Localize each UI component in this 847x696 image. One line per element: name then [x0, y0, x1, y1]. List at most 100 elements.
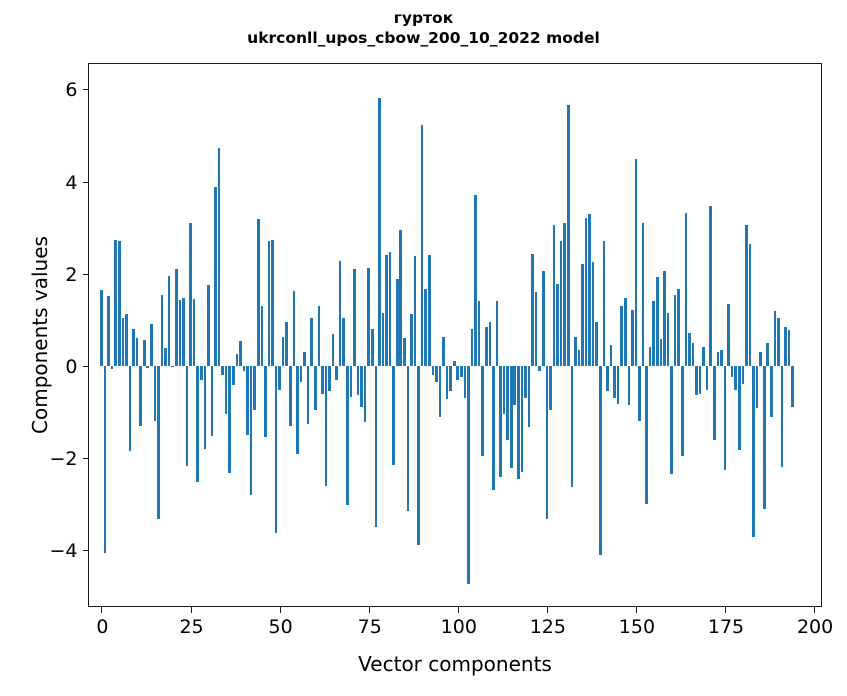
bar — [656, 277, 659, 366]
x-tick: 50 — [269, 606, 293, 638]
bar — [249, 365, 253, 496]
x-tick: 0 — [96, 606, 109, 638]
x-tick: 100 — [441, 606, 477, 638]
bar — [117, 241, 121, 366]
bar — [474, 195, 477, 366]
bar — [385, 255, 388, 366]
bar — [235, 354, 239, 366]
bar — [217, 147, 221, 366]
bar — [499, 365, 502, 477]
bar — [784, 326, 787, 366]
bar — [691, 342, 695, 366]
bar — [574, 337, 577, 366]
x-tick-label: 150 — [618, 616, 656, 638]
bar — [752, 365, 755, 537]
bar — [438, 365, 442, 417]
bar — [349, 365, 353, 398]
bar — [517, 365, 520, 479]
chart-title: гурток ukrconll_upos_cbow_200_10_2022 mo… — [0, 8, 847, 48]
y-tick-label: −2 — [49, 448, 78, 471]
bar — [103, 365, 107, 553]
bar — [178, 300, 182, 366]
y-tick-label: 2 — [65, 263, 78, 286]
bar — [442, 337, 445, 366]
x-tick-label: 200 — [796, 616, 834, 638]
bar — [374, 365, 378, 528]
bar — [541, 271, 545, 366]
bar — [705, 365, 709, 390]
x-tick: 25 — [179, 606, 204, 638]
bar — [410, 313, 413, 366]
bar — [591, 262, 595, 366]
bar — [171, 365, 175, 368]
bar — [107, 295, 110, 366]
y-tick: −4 — [49, 540, 89, 562]
bar — [292, 291, 296, 366]
x-tick-label: 25 — [179, 616, 204, 638]
bar — [121, 317, 125, 366]
bar — [392, 365, 395, 466]
bar — [378, 97, 381, 366]
bar — [139, 365, 142, 426]
bar — [157, 365, 160, 520]
bar — [599, 365, 602, 555]
bar — [207, 285, 210, 366]
bar — [196, 365, 199, 483]
bar — [620, 306, 623, 366]
bar — [356, 365, 360, 395]
bar — [306, 365, 310, 424]
y-tick: 0 — [65, 356, 89, 378]
x-tick: 75 — [358, 606, 382, 638]
bar — [125, 314, 128, 366]
bar — [278, 365, 281, 390]
bar — [641, 223, 645, 366]
bar — [388, 251, 392, 366]
bar — [299, 365, 303, 383]
bar — [324, 365, 328, 486]
bar — [488, 322, 492, 366]
bar — [791, 365, 794, 408]
bar — [452, 361, 456, 366]
bar — [449, 365, 452, 392]
bar — [770, 365, 773, 417]
y-tick-label: −4 — [49, 540, 78, 563]
bar — [527, 365, 531, 427]
bar — [648, 346, 652, 366]
bar — [182, 298, 185, 366]
bar — [435, 365, 438, 383]
bar — [631, 309, 634, 366]
bar — [267, 240, 271, 366]
bar — [346, 365, 349, 506]
bar — [502, 365, 506, 415]
bar — [584, 218, 588, 366]
bar — [210, 365, 214, 437]
bar — [748, 243, 752, 366]
bar — [381, 312, 385, 366]
bar — [545, 365, 549, 519]
bar — [745, 225, 748, 366]
y-tick: 2 — [65, 264, 89, 286]
bar — [566, 105, 570, 366]
bar — [114, 239, 118, 366]
bar — [192, 299, 196, 366]
bar — [424, 288, 427, 366]
y-tick-label: 6 — [65, 79, 78, 102]
bar — [445, 365, 449, 400]
bar — [623, 297, 627, 366]
bar — [363, 365, 367, 423]
bar — [463, 365, 467, 399]
bar — [413, 256, 417, 366]
bar — [185, 365, 189, 467]
x-tick: 175 — [708, 606, 744, 638]
x-tick-label: 75 — [357, 616, 382, 638]
bar — [723, 365, 727, 470]
bar — [132, 329, 135, 366]
y-tick: 6 — [65, 79, 89, 101]
x-tick-label: 50 — [268, 616, 293, 638]
y-axis-label: Components values — [28, 236, 52, 434]
bar — [492, 365, 495, 491]
bar — [481, 365, 485, 456]
bar — [221, 365, 224, 376]
x-tick-label: 175 — [707, 616, 745, 638]
bar — [456, 365, 460, 380]
